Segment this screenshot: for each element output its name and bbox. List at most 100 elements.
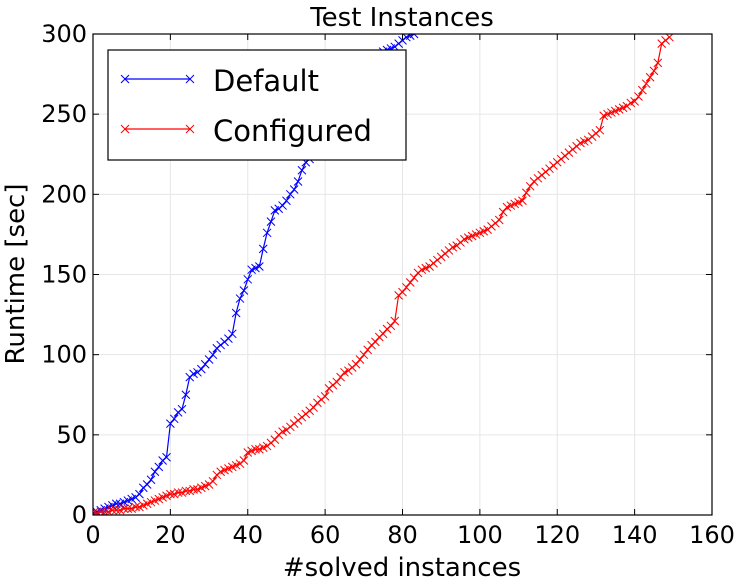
data-point-default (227, 329, 237, 339)
data-point-default (196, 364, 206, 374)
data-point-configured (309, 403, 318, 412)
data-point-configured (320, 391, 330, 401)
data-point-configured (181, 486, 191, 496)
data-point-default (405, 34, 415, 40)
data-point-default (289, 185, 299, 194)
x-tick-label: 160 (689, 521, 735, 549)
data-point-default (150, 467, 160, 477)
data-point-configured (371, 337, 380, 347)
data-point-default (142, 480, 152, 489)
data-point-default (282, 196, 291, 206)
data-point-configured (363, 345, 373, 355)
legend-entry-default: Default (120, 64, 319, 98)
data-point-default (154, 462, 164, 472)
data-point-configured (239, 456, 249, 465)
data-point-default (200, 359, 210, 369)
data-point-configured (351, 359, 361, 369)
data-point-configured (641, 79, 651, 89)
data-point-configured (521, 188, 531, 198)
y-tick-label: 50 (56, 421, 87, 449)
x-tick-label: 20 (155, 521, 186, 549)
data-point-default (181, 390, 191, 400)
data-point-default (297, 165, 307, 175)
data-point-configured (131, 502, 140, 512)
x-tick-label: 0 (85, 521, 100, 549)
axis-ticks: 0 20 40 60 80 100 120 140 160 0 50 100 150 200 250 300 (41, 20, 735, 549)
data-point-configured (107, 505, 117, 515)
legend-label-default: Default (213, 64, 319, 98)
y-tick-label: 0 (72, 501, 87, 529)
data-point-default (224, 334, 233, 343)
data-point-default (243, 274, 253, 284)
data-point-configured (498, 207, 508, 217)
data-point-default (146, 475, 156, 485)
data-point-configured (390, 316, 400, 326)
data-point-configured (634, 92, 643, 101)
legend-box (107, 49, 407, 161)
data-point-configured (119, 504, 129, 513)
y-tick-label: 250 (41, 100, 87, 128)
data-point-default (166, 419, 175, 428)
data-point-default (208, 350, 218, 360)
data-point-configured (409, 273, 419, 283)
data-point-configured (595, 125, 605, 135)
data-point-configured (359, 350, 369, 360)
data-point-configured (355, 355, 365, 364)
data-point-default (231, 308, 241, 318)
data-point-configured (173, 488, 183, 497)
data-point-configured (525, 181, 535, 191)
data-point-configured (166, 489, 175, 499)
data-point-configured (518, 196, 527, 206)
data-point-configured (649, 66, 659, 76)
data-point-configured (402, 282, 411, 292)
data-point-configured (398, 287, 407, 297)
data-point-default (258, 244, 268, 254)
data-point-configured (494, 215, 504, 225)
data-point-configured (189, 484, 198, 494)
data-point-default (409, 34, 419, 39)
data-point-default (239, 286, 249, 295)
x-tick-label: 100 (457, 521, 503, 549)
y-axis-label: Runtime [sec] (1, 184, 31, 365)
data-point-configured (208, 476, 218, 486)
y-tick-label: 150 (41, 261, 87, 289)
data-point-default (111, 499, 121, 509)
data-point-default (135, 489, 144, 499)
y-tick-label: 300 (41, 20, 87, 48)
x-tick-label: 60 (310, 521, 341, 549)
data-point-configured (630, 96, 639, 106)
data-point-default (204, 355, 214, 364)
data-point-default (266, 217, 276, 226)
legend: Default Configured (107, 49, 407, 161)
data-point-configured (336, 372, 345, 382)
data-point-configured (93, 509, 98, 515)
data-point-default (169, 414, 179, 424)
x-tick-label: 140 (612, 521, 658, 549)
x-axis-label: #solved instances (283, 553, 521, 583)
data-point-default (278, 201, 287, 210)
x-tick-label: 40 (232, 521, 263, 549)
data-point-configured (111, 505, 121, 515)
data-point-configured (270, 435, 280, 444)
y-tick-label: 200 (41, 180, 87, 208)
legend-entry-configured: Configured (120, 114, 372, 148)
data-point-default (162, 452, 171, 462)
legend-marker-configured (185, 124, 195, 134)
data-point-default (262, 228, 272, 238)
y-tick-label: 100 (41, 341, 87, 369)
data-point-configured (332, 377, 342, 387)
legend-marker-configured (120, 124, 130, 134)
legend-marker-default (185, 74, 195, 84)
data-point-default (255, 262, 264, 271)
data-point-configured (405, 278, 415, 287)
legend-marker-default (120, 74, 130, 84)
data-point-configured (645, 72, 655, 82)
data-point-configured (386, 321, 396, 331)
data-point-default (235, 294, 245, 303)
data-point-configured (638, 85, 647, 95)
legend-label-configured: Configured (213, 114, 372, 148)
x-tick-label: 80 (387, 521, 418, 549)
data-point-configured (251, 444, 260, 454)
chart-title: Test Instances (309, 3, 494, 33)
